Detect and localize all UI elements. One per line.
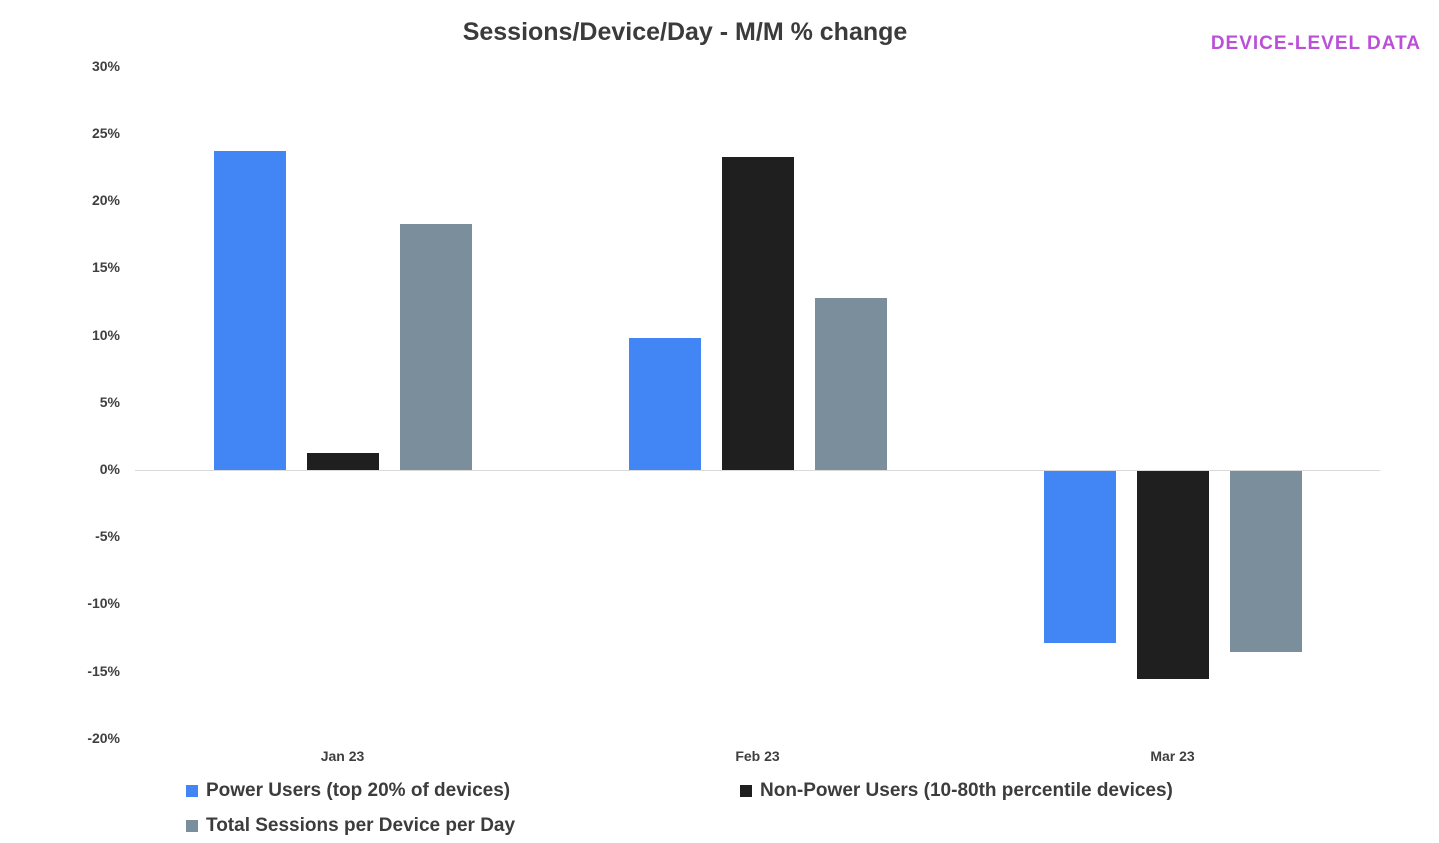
bar-feb-23-series-1 — [721, 156, 794, 470]
y-axis-tick-label: -5% — [95, 528, 120, 545]
y-axis-tick-label: -15% — [87, 662, 120, 679]
legend-label: Power Users (top 20% of devices) — [206, 780, 511, 801]
chart-title: Sessions/Device/Day - M/M % change — [462, 18, 908, 46]
y-axis-tick-label: -10% — [87, 595, 120, 612]
y-axis-tick-label: 25% — [91, 125, 120, 141]
device-level-data-badge: DEVICE-LEVEL DATA — [1210, 33, 1421, 54]
legend-item-series-0: Power Users (top 20% of devices) — [186, 780, 510, 802]
y-axis-tick-label: 0% — [99, 461, 120, 477]
y-axis-tick-label: -20% — [87, 729, 120, 746]
y-axis-tick-label: 10% — [91, 326, 120, 343]
bar-mar-23-series-0 — [1043, 471, 1116, 644]
legend-swatch-icon — [186, 785, 198, 797]
bar-mar-23-series-2 — [1229, 471, 1302, 653]
y-axis-tick-label: 30% — [91, 57, 120, 74]
bar-mar-23-series-1 — [1136, 471, 1209, 680]
x-axis-category-label: Mar 23 — [1150, 748, 1195, 764]
bar-jan-23-series-1 — [306, 452, 379, 470]
legend-label: Non-Power Users (10-80th percentile devi… — [760, 780, 1173, 801]
y-axis-tick-label: 20% — [91, 192, 120, 209]
bar-feb-23-series-0 — [628, 338, 701, 470]
x-axis-category-label: Jan 23 — [320, 748, 365, 764]
bar-feb-23-series-2 — [814, 297, 887, 470]
bar-jan-23-series-0 — [213, 151, 286, 470]
legend-label: Total Sessions per Device per Day — [206, 815, 516, 836]
y-axis-tick-label: 15% — [91, 259, 120, 276]
x-axis-category-label: Feb 23 — [735, 748, 780, 764]
legend-item-series-2: Total Sessions per Device per Day — [186, 815, 515, 837]
legend-swatch-icon — [740, 785, 752, 797]
zero-axis-line — [135, 470, 1380, 471]
bar-jan-23-series-2 — [399, 224, 472, 470]
legend-item-series-1: Non-Power Users (10-80th percentile devi… — [740, 780, 1173, 802]
y-axis-tick-label: 5% — [99, 393, 120, 410]
legend-swatch-icon — [186, 820, 198, 832]
